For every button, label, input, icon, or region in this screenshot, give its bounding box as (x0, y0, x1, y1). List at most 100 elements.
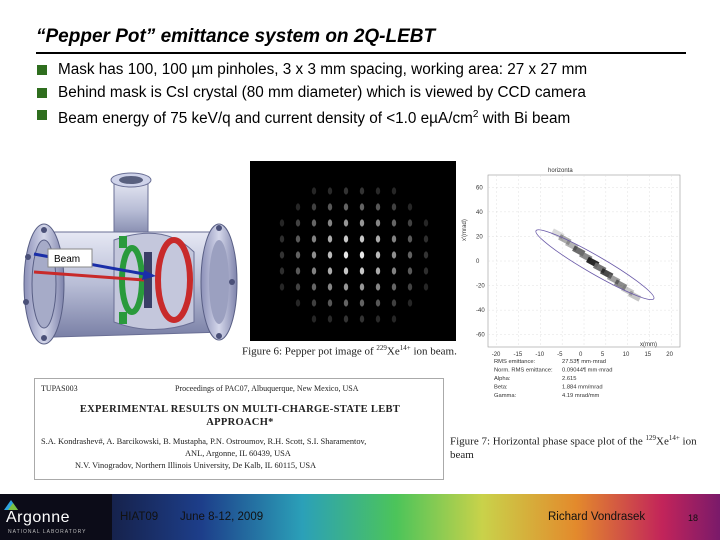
pepper-pot-spot (375, 251, 381, 259)
pepper-pot-spot (407, 283, 413, 291)
pepper-pot-spot (423, 267, 429, 275)
phase-plot-ytick: 20 (476, 234, 483, 240)
pepper-pot-spot (407, 235, 413, 243)
slide-title: “Pepper Pot” emittance system on 2Q-LEBT (36, 26, 436, 47)
phase-stat-label: Beta: (494, 385, 508, 391)
phase-plot-ytick: -60 (476, 333, 485, 339)
footer-bar: Argonne NATIONAL LABORATORY HIAT09 June … (0, 494, 720, 540)
phase-plot-xtick: 10 (623, 352, 630, 358)
phase-plot-xtick: -15 (514, 352, 523, 358)
pepper-pot-spot (391, 315, 397, 323)
pepper-pot-spot (391, 203, 397, 211)
phase-plot-xtick: 20 (666, 352, 673, 358)
pepper-pot-spot (359, 219, 365, 227)
bullet-square-icon (37, 110, 47, 120)
phase-plot-ytick: 40 (476, 210, 483, 216)
pepper-pot-spot (279, 219, 285, 227)
pepper-pot-spot (391, 283, 397, 291)
pepper-pot-spot (295, 251, 301, 259)
pepper-pot-spot (423, 251, 429, 259)
footer-author: Richard Vondrasek (548, 511, 646, 523)
phase-plot-title: horizonta (548, 168, 573, 174)
bullet-item: Beam energy of 75 keV/q and current dens… (36, 104, 706, 131)
phase-space-blob (613, 279, 628, 291)
pepper-pot-spot (375, 283, 381, 291)
phase-plot-xlabel: x(mm) (640, 342, 657, 348)
pepper-pot-spot (279, 235, 285, 243)
bullet-item: Behind mask is CsI crystal (80 mm diamet… (36, 82, 706, 105)
argonne-logo-icon (4, 500, 18, 510)
pepper-pot-spot (423, 219, 429, 227)
pepper-pot-spot (327, 315, 333, 323)
pepper-pot-spot (359, 283, 365, 291)
pepper-pot-spot (343, 283, 349, 291)
pepper-pot-image (250, 161, 456, 341)
pepper-pot-spot (311, 315, 317, 323)
pepper-pot-spot (391, 187, 397, 195)
bullet-square-icon (37, 65, 47, 75)
phase-plot-xtick: -5 (557, 352, 563, 358)
footer-page-number: 18 (688, 513, 699, 523)
phase-plot-xtick: 0 (579, 352, 583, 358)
pepper-pot-spot (311, 203, 317, 211)
paper-affiliation: ANL, Argonne, IL 60439, USA (185, 449, 291, 458)
pepper-pot-spot (327, 283, 333, 291)
pepper-pot-spot (327, 299, 333, 307)
title-rule (36, 52, 686, 54)
argonne-logo-text: Argonne (6, 509, 70, 526)
pepper-pot-spot (359, 251, 365, 259)
pepper-pot-spot (295, 267, 301, 275)
phase-stat-label: Gamma: (494, 393, 517, 399)
pepper-pot-spot (327, 187, 333, 195)
pepper-pot-spot (375, 203, 381, 211)
emittance-ellipse (535, 229, 655, 300)
bullet-list: Mask has 100, 100 µm pinholes, 3 x 3 mm … (36, 59, 706, 131)
phase-space-plot: horizonta x'(mrad) x(mm) -20 -15 -10 -5 0 5 10… (458, 161, 690, 407)
pepper-pot-spot (375, 219, 381, 227)
pepper-pot-spot (391, 267, 397, 275)
phase-plot-xtick: -10 (535, 352, 544, 358)
bullet-item: Mask has 100, 100 µm pinholes, 3 x 3 mm … (36, 59, 706, 82)
paper-authors: S.A. Kondrashev#, A. Barcikowski, B. Mus… (41, 437, 367, 446)
pepper-pot-spot (423, 283, 429, 291)
pepper-pot-spot (359, 315, 365, 323)
paper-proceedings: Proceedings of PAC07, Albuquerque, New M… (175, 384, 359, 393)
pepper-pot-spot (327, 219, 333, 227)
pepper-pot-spot (423, 235, 429, 243)
pepper-pot-spot (343, 251, 349, 259)
emittance-cad-image: Beam (14, 162, 242, 362)
paper-id: TUPAS003 (41, 384, 78, 393)
pepper-pot-spot (391, 299, 397, 307)
pepper-pot-spot (359, 267, 365, 275)
pepper-pot-spot (407, 219, 413, 227)
phase-plot-xtick: 5 (601, 352, 605, 358)
phase-stat-value: 0.09044¶ mm·mrad (562, 368, 612, 374)
phase-plot-ytick: 0 (476, 259, 480, 265)
pepper-pot-spot (327, 203, 333, 211)
phase-plot-xtick: -20 (492, 352, 501, 358)
pepper-pot-spot (391, 251, 397, 259)
pepper-pot-spot (327, 267, 333, 275)
pepper-pot-spot (375, 315, 381, 323)
phase-stat-label: Norm. RMS emittance: (494, 368, 553, 374)
pepper-pot-spot (407, 203, 413, 211)
pepper-pot-spot (295, 235, 301, 243)
pepper-pot-spot (311, 299, 317, 307)
pepper-pot-spot (359, 235, 365, 243)
phase-stat-value: 27.53¶ mm·mrad (562, 359, 606, 365)
pepper-pot-spot (359, 299, 365, 307)
pepper-pot-spot (375, 299, 381, 307)
pepper-pot-spot (311, 235, 317, 243)
footer-event: HIAT09 (120, 511, 159, 523)
pepper-pot-spot (279, 283, 285, 291)
pepper-pot-spot (375, 267, 381, 275)
pepper-pot-spot (311, 283, 317, 291)
pepper-pot-spot (311, 251, 317, 259)
pepper-pot-spot (311, 267, 317, 275)
phase-plot-ytick: 60 (476, 185, 483, 191)
pepper-pot-spot (375, 235, 381, 243)
pepper-pot-spot (327, 251, 333, 259)
pepper-pot-spot (343, 315, 349, 323)
pepper-pot-spot (343, 235, 349, 243)
pepper-pot-spot (407, 251, 413, 259)
